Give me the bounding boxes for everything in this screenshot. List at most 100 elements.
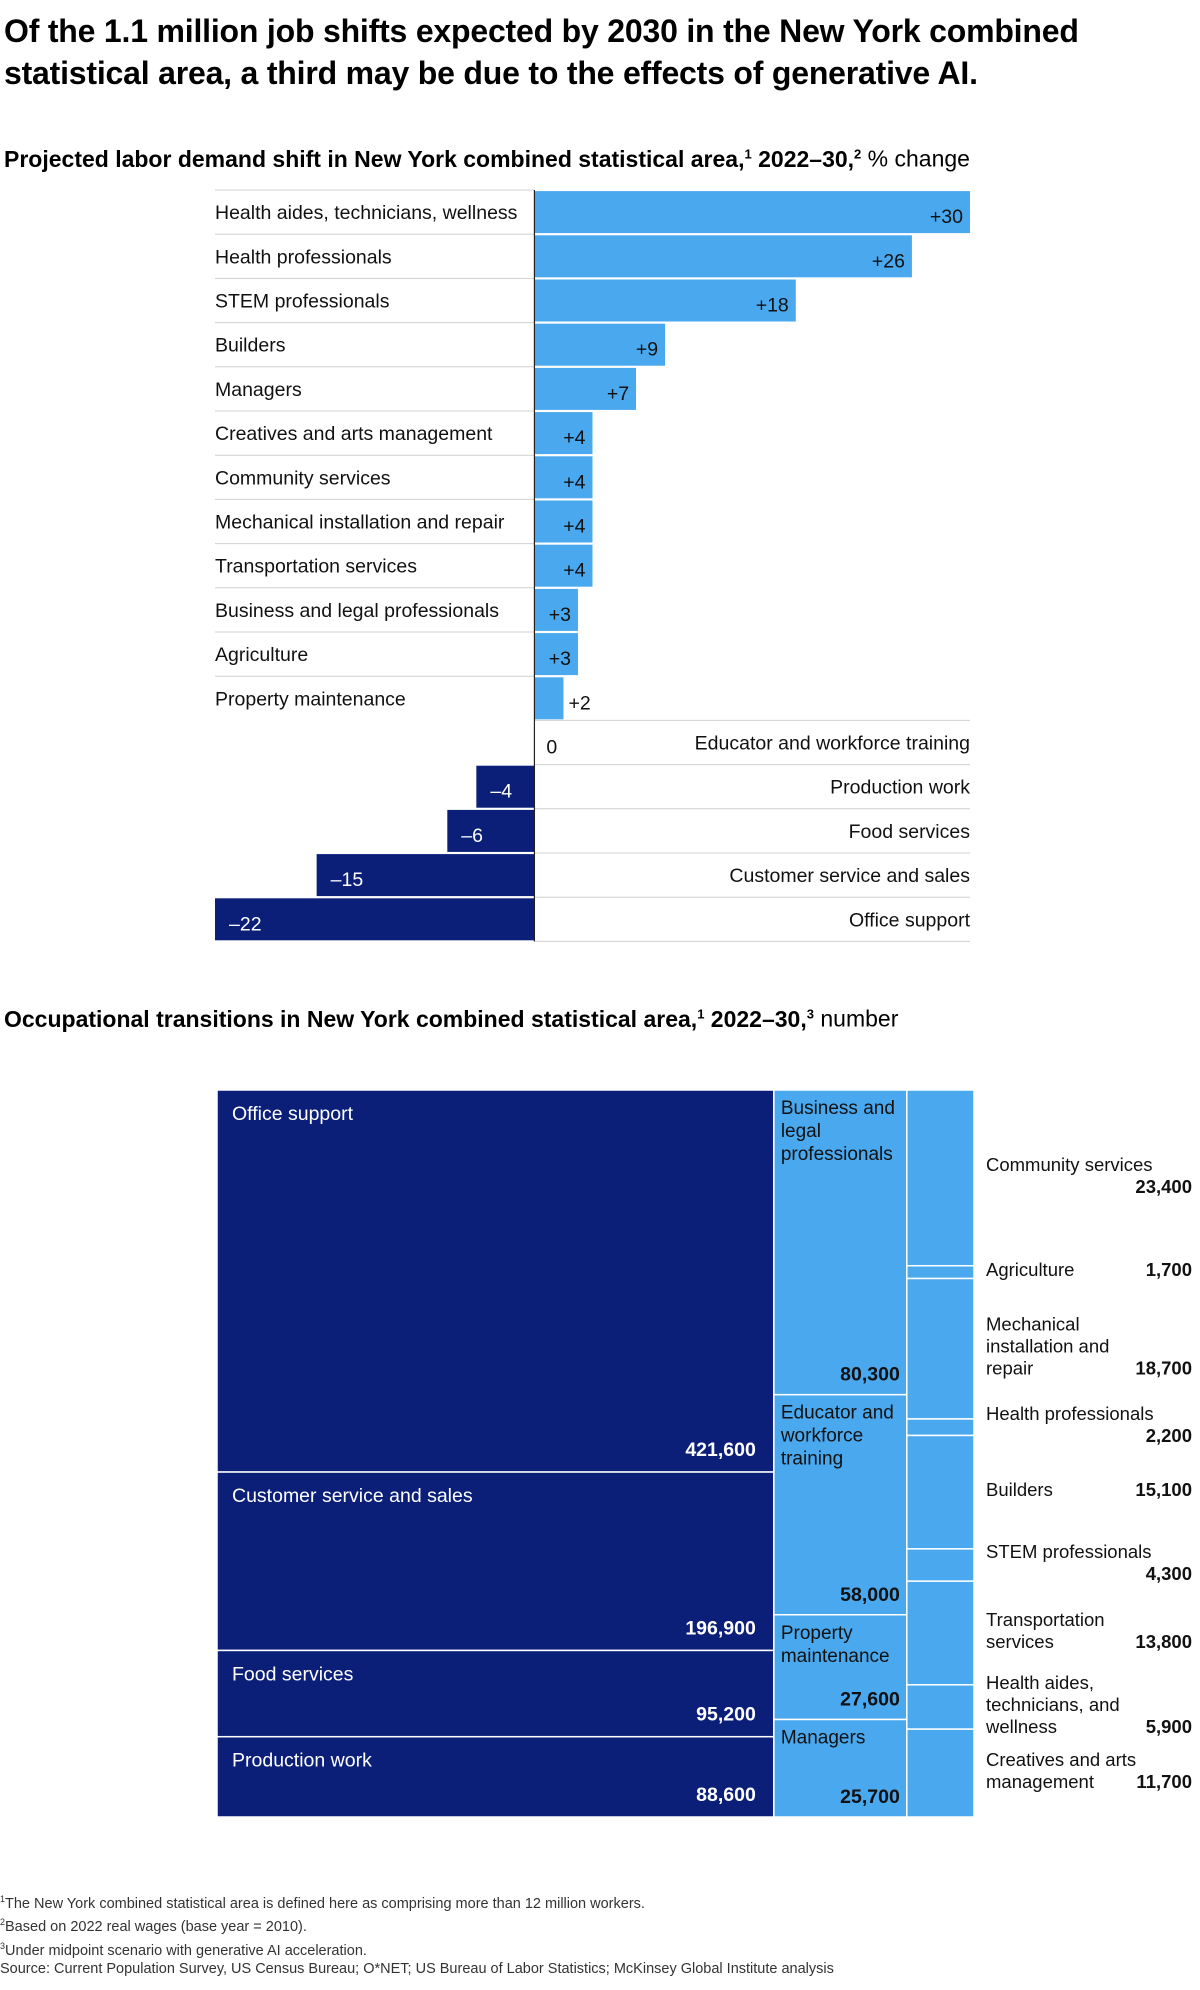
tile-value-property-maintenance: 27,600 bbox=[840, 1688, 900, 1710]
side-value-mechanical-installation-and-repair: 18,700 bbox=[1135, 1358, 1192, 1379]
side-label-builders: Builders bbox=[986, 1479, 1053, 1500]
category-label-community-services: Community services bbox=[215, 467, 391, 489]
side-label-line: management bbox=[986, 1771, 1094, 1792]
side-label-line: services bbox=[986, 1631, 1054, 1652]
tile-label-line: workforce bbox=[780, 1426, 863, 1447]
footnote-3-text: Under midpoint scenario with generative … bbox=[5, 1942, 367, 1959]
category-label-food-services: Food services bbox=[849, 821, 971, 843]
source-note: Source: Current Population Survey, US Ce… bbox=[0, 1960, 834, 1977]
category-label-educator-and-workforce-training: Educator and workforce training bbox=[695, 733, 970, 755]
bar-chart-unit: % change bbox=[861, 145, 970, 172]
value-label-food-services: –6 bbox=[461, 825, 483, 847]
category-label-builders: Builders bbox=[215, 335, 286, 357]
footnote-3-marker: 3 bbox=[0, 1940, 6, 1951]
tile-label-line: Business and bbox=[781, 1098, 895, 1119]
tile-label-managers: Managers bbox=[781, 1727, 866, 1748]
tile-label-food-services: Food services bbox=[232, 1663, 354, 1685]
value-label-mechanical-installation-and-repair: +4 bbox=[563, 516, 585, 538]
value-label-stem-professionals: +18 bbox=[756, 295, 789, 317]
tile-value-business-and-legal-professionals: 80,300 bbox=[840, 1364, 900, 1386]
tile-health-professionals bbox=[906, 1418, 975, 1437]
footnote-1-marker: 1 bbox=[0, 1894, 6, 1904]
tile-value-educator-and-workforce-training: 58,000 bbox=[840, 1584, 900, 1606]
side-label-stem-professionals: STEM professionals bbox=[986, 1541, 1152, 1562]
tile-value-customer-service-and-sales: 196,900 bbox=[685, 1617, 756, 1639]
tile-label-educator-and-workforce-training: Educator and workforce training bbox=[780, 1403, 894, 1470]
side-label-agriculture: Agriculture bbox=[986, 1259, 1074, 1280]
tile-value-office-support: 421,600 bbox=[685, 1439, 756, 1461]
bar-transportation-services bbox=[534, 544, 593, 587]
treemap-title-footnote-3: 3 bbox=[806, 1006, 814, 1021]
tile-label-property-maintenance: Property maintenance bbox=[781, 1623, 890, 1667]
side-label-line: Transportation bbox=[986, 1609, 1105, 1630]
bar-agriculture bbox=[534, 633, 578, 676]
footnotes: 1The New York combined statistical area … bbox=[0, 1890, 1196, 1978]
tile-label-production-work: Production work bbox=[232, 1750, 372, 1772]
bar-health-aides-technicians-wellness bbox=[534, 191, 970, 234]
bar-chart-title-footnote-1: 1 bbox=[744, 146, 752, 161]
tile-label-line: Educator and bbox=[781, 1403, 894, 1424]
headline: Of the 1.1 million job shifts expected b… bbox=[4, 13, 1079, 91]
footnote-1-text: The New York combined statistical area i… bbox=[5, 1895, 645, 1912]
side-value-health-aides-technicians-and-wellness: 5,900 bbox=[1146, 1716, 1192, 1737]
value-label-transportation-services: +4 bbox=[563, 560, 585, 582]
category-label-business-and-legal-professionals: Business and legal professionals bbox=[215, 600, 499, 622]
footnote-2: 2Based on 2022 real wages (base year = 2… bbox=[0, 1913, 1196, 1936]
value-label-office-support: –22 bbox=[229, 913, 262, 935]
side-label-line: Mechanical bbox=[986, 1314, 1080, 1335]
bar-office-support bbox=[215, 898, 535, 941]
side-label-line: Creatives and arts bbox=[986, 1749, 1136, 1770]
value-label-builders: +9 bbox=[636, 339, 658, 361]
side-value-builders: 15,100 bbox=[1135, 1479, 1192, 1500]
tile-health-aides-technicians-and-wellness bbox=[906, 1684, 975, 1730]
tile-label-line: Managers bbox=[781, 1727, 866, 1748]
bar-food-services bbox=[447, 809, 535, 852]
tile-value-food-services: 95,200 bbox=[696, 1704, 756, 1726]
bar-chart-title: Projected labor demand shift in New York… bbox=[4, 140, 970, 173]
footnote-1: 1The New York combined statistical area … bbox=[0, 1890, 1196, 1913]
bar-creatives-and-arts-management bbox=[534, 412, 593, 455]
side-label-transportation-services: Transportation services bbox=[986, 1609, 1105, 1652]
tile-property-maintenance bbox=[773, 1614, 908, 1721]
footnote-2-text: Based on 2022 real wages (base year = 20… bbox=[5, 1919, 307, 1936]
value-label-community-services: +4 bbox=[563, 471, 585, 493]
side-label-line: Builders bbox=[986, 1479, 1053, 1500]
side-value-health-professionals: 2,200 bbox=[1146, 1425, 1192, 1446]
side-value-agriculture: 1,700 bbox=[1146, 1259, 1192, 1280]
bar-chart-title-footnote-2: 2 bbox=[854, 146, 862, 161]
treemap-title-years: 2022–30, bbox=[704, 1005, 807, 1032]
value-label-agriculture: +3 bbox=[549, 648, 571, 670]
side-label-health-professionals: Health professionals bbox=[986, 1403, 1154, 1424]
tile-builders bbox=[906, 1434, 975, 1550]
category-label-agriculture: Agriculture bbox=[215, 644, 308, 666]
side-label-mechanical-installation-and-repair: Mechanical installation and repair bbox=[986, 1314, 1109, 1379]
category-label-mechanical-installation-and-repair: Mechanical installation and repair bbox=[215, 512, 505, 534]
tile-value-production-work: 88,600 bbox=[696, 1784, 756, 1806]
tile-label-line: maintenance bbox=[781, 1646, 890, 1667]
bar-customer-service-and-sales bbox=[316, 854, 535, 897]
tile-label-office-support: Office support bbox=[232, 1103, 354, 1125]
treemap-title-text: Occupational transitions in New York com… bbox=[4, 1005, 698, 1032]
category-label-customer-service-and-sales: Customer service and sales bbox=[729, 865, 970, 887]
side-label-health-aides-technicians-and-wellness: Health aides, technicians, and wellness bbox=[985, 1672, 1120, 1737]
category-label-production-work: Production work bbox=[830, 777, 970, 799]
tile-label-line: Property bbox=[781, 1623, 853, 1644]
value-label-educator-and-workforce-training: 0 bbox=[546, 737, 557, 759]
bar-production-work bbox=[476, 765, 535, 808]
value-label-health-professionals: +26 bbox=[872, 250, 905, 272]
category-label-office-support: Office support bbox=[849, 909, 971, 931]
footnote-2-marker: 2 bbox=[0, 1917, 6, 1928]
tile-agriculture bbox=[906, 1264, 975, 1280]
tile-educator-and-workforce-training bbox=[773, 1393, 908, 1616]
tile-stem-professionals bbox=[906, 1548, 975, 1582]
side-label-creatives-and-arts-management: Creatives and arts management bbox=[986, 1749, 1136, 1792]
value-label-production-work: –4 bbox=[490, 781, 512, 803]
footnote-3: 3Under midpoint scenario with generative… bbox=[0, 1937, 1196, 1960]
category-label-creatives-and-arts-management: Creatives and arts management bbox=[215, 423, 493, 445]
category-label-transportation-services: Transportation services bbox=[215, 556, 417, 578]
value-label-managers: +7 bbox=[607, 383, 629, 405]
treemap: Office support 421,600 Customer service an… bbox=[216, 1089, 1192, 1818]
side-label-community-services: Community services bbox=[986, 1154, 1153, 1175]
tile-business-and-legal-professionals bbox=[773, 1089, 908, 1396]
side-label-line: technicians, and bbox=[986, 1694, 1120, 1715]
